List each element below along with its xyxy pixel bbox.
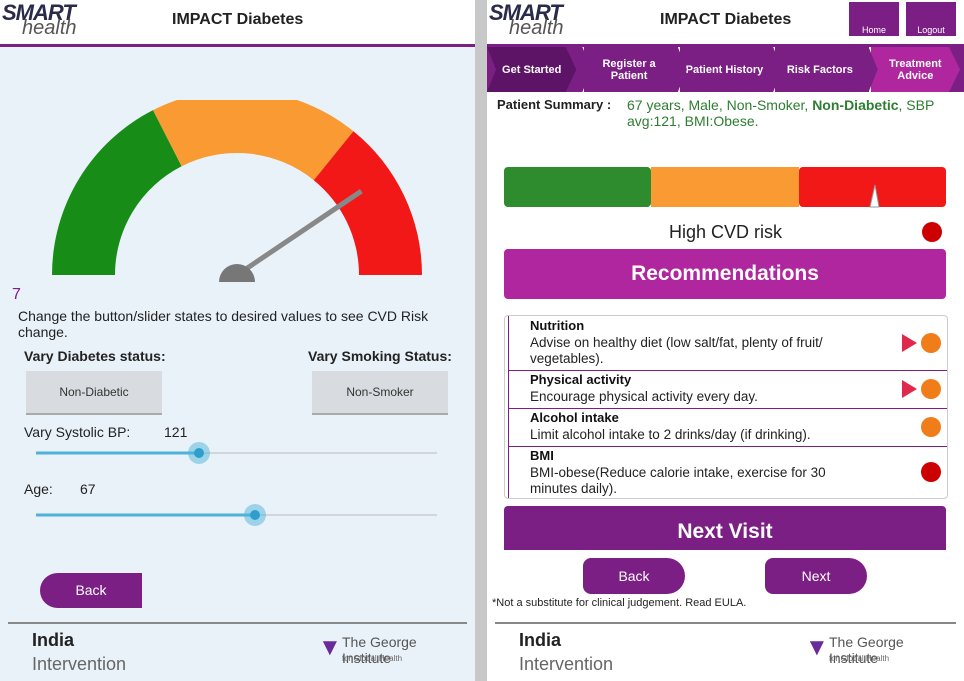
risk-bar xyxy=(504,167,946,208)
needle xyxy=(235,189,363,278)
risk-label: High CVD risk xyxy=(668,222,783,242)
rec-text: BMI-obese(Reduce calorie intake, exercis… xyxy=(530,465,826,496)
summary-label: Patient Summary : xyxy=(497,97,612,112)
value: 67 xyxy=(80,481,96,497)
recommendations: Nutrition Advise on healthy diet (low sal… xyxy=(504,315,948,499)
footer: India Intervention ▼ The George Institut… xyxy=(495,622,956,681)
org: The George Institute xyxy=(829,634,904,666)
gauge-segment xyxy=(52,110,182,276)
logo: health xyxy=(22,17,77,39)
title: IMPACT Diabetes xyxy=(660,11,792,28)
back-button[interactable]: Back xyxy=(40,573,142,608)
rec-text: Encourage physical activity every day. xyxy=(530,389,758,404)
org-sub: for Global Health xyxy=(829,654,890,663)
label: Vary Diabetes status: xyxy=(24,348,166,364)
gauge xyxy=(52,100,422,282)
summary: 67 years, Male, Non-Smoker, Non-Diabetic… xyxy=(627,97,957,129)
step[interactable]: Register a Patient xyxy=(582,47,674,92)
step[interactable]: Patient History xyxy=(677,47,770,92)
recommendation: Physical activity Encourage physical acti… xyxy=(508,370,947,409)
step[interactable]: Treatment Advice xyxy=(868,47,960,92)
label: Vary Smoking Status: xyxy=(308,348,452,364)
gauge-value: 7 xyxy=(12,286,21,303)
logout-button[interactable]: Logout xyxy=(906,2,956,36)
summary-text: 67 years, Male, Non-Smoker, xyxy=(627,97,813,113)
label: Age: xyxy=(24,481,53,497)
logo: SMART xyxy=(489,0,563,25)
steps-bar: Get Started Register a Patient Patient His… xyxy=(487,47,964,92)
gauge-segment xyxy=(313,131,422,275)
recommendation: Nutrition Advise on healthy diet (low sal… xyxy=(508,316,947,371)
title: IMPACT Diabetes xyxy=(172,11,304,28)
org: The George Institute xyxy=(342,634,417,666)
gauge-segment xyxy=(153,100,354,181)
home-button[interactable]: Home xyxy=(849,2,899,36)
disclaimer: *Not a substitute for clinical judgement… xyxy=(492,597,747,609)
recommendation: Alcohol intake Limit alcohol intake to 2 … xyxy=(508,408,947,447)
rec-title: BMI xyxy=(530,448,554,463)
rec-text: Advise on healthy diet (low salt/fat, pl… xyxy=(530,335,823,366)
arm: Intervention xyxy=(519,654,614,674)
org-sub: for Global Health xyxy=(342,654,403,663)
next-button[interactable]: Next xyxy=(765,558,867,594)
rec-title: Alcohol intake xyxy=(530,410,619,425)
sliders[interactable] xyxy=(0,435,475,535)
toggle-button[interactable]: Non-Diabetic xyxy=(26,371,162,415)
step[interactable]: Risk Factors xyxy=(773,47,865,92)
summary-text: , SBP avg:121, BMI:Obese. xyxy=(627,97,935,129)
country: India xyxy=(32,630,75,650)
right-panel: SMART health IMPACT Diabetes Home Logout… xyxy=(487,0,964,681)
summary-bold: Non-Diabetic xyxy=(812,97,899,113)
rec-title: Physical activity xyxy=(530,372,632,387)
arm: Intervention xyxy=(32,654,127,674)
back-button[interactable]: Back xyxy=(583,558,685,594)
next-visit[interactable]: Next Visit xyxy=(504,506,946,550)
left-panel: SMART health IMPACT Diabetes 7 Change th… xyxy=(0,0,475,681)
header: SMART health IMPACT Diabetes Home Logout xyxy=(487,0,964,47)
rec-title: Nutrition xyxy=(530,318,585,333)
rec-text: Limit alcohol intake to 2 drinks/day (if… xyxy=(530,427,811,442)
recommendations-header: Recommendations xyxy=(504,249,946,299)
country: India xyxy=(519,630,562,650)
toggle-button[interactable]: Non-Smoker xyxy=(312,371,448,415)
instruction: Change the button/slider states to desir… xyxy=(18,308,429,340)
header: SMART health IMPACT Diabetes xyxy=(0,0,475,47)
label: Vary Systolic BP: xyxy=(24,424,131,440)
logo: health xyxy=(509,17,564,39)
logo: SMART xyxy=(2,0,76,25)
value: 121 xyxy=(164,424,188,440)
recommendation: BMI BMI-obese(Reduce calorie intake, exer… xyxy=(508,446,947,498)
footer: India Intervention ▼ The George Institut… xyxy=(8,622,467,681)
step[interactable]: Get Started xyxy=(487,47,577,92)
